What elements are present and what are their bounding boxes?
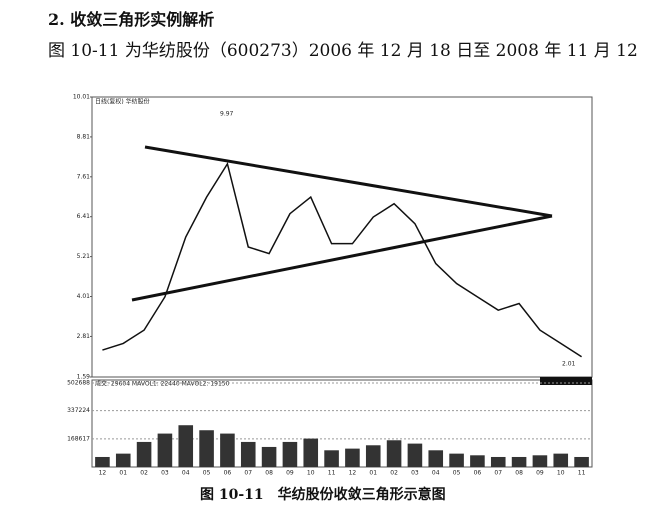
price-frame <box>91 96 593 378</box>
volume-bar <box>240 441 256 467</box>
annotation: 9.97 <box>220 111 234 118</box>
volume-text: 成交: 29604 MAVOL1: 22440 MAVOL2: 19150 <box>95 380 230 388</box>
x-tick-label: 11 <box>328 470 336 477</box>
x-tick-label: 10 <box>307 470 315 477</box>
volume-bar <box>136 441 152 467</box>
x-tick-label: 06 <box>224 470 232 477</box>
x-tick-label: 03 <box>411 470 419 477</box>
intro: 图 10-11 为华纺股份（600273）2006 年 12 月 18 日至 2… <box>48 41 638 61</box>
y-tick-label: 8.81 <box>77 133 91 140</box>
volume-frame <box>91 379 593 468</box>
heading: 2. 收敛三角形实例解析 <box>48 10 215 29</box>
volume-bar <box>490 456 506 467</box>
chart: 日线(复权) 华纺股份 成交: 29604 MAVOL1: 22440 MAVO… <box>67 94 593 477</box>
volume-tick-label: 168617 <box>67 435 90 442</box>
volume-bar <box>511 456 527 467</box>
x-tick-label: 08 <box>265 470 273 477</box>
x-tick-label: 06 <box>474 470 482 477</box>
y-tick-label: 2.81 <box>77 333 91 340</box>
volume-bar <box>220 433 235 467</box>
volume-tick-label: 337224 <box>67 407 90 414</box>
volume-bar <box>428 450 444 467</box>
x-tick-label: 12 <box>349 470 357 477</box>
x-tick-label: 02 <box>390 470 398 477</box>
volume-bar <box>345 448 360 467</box>
volume-bar <box>470 455 485 467</box>
x-tick-label: 03 <box>161 470 169 477</box>
y-tick-label: 7.61 <box>77 173 91 180</box>
volume-bar <box>157 433 173 467</box>
scrollbar <box>540 377 592 385</box>
price-line <box>102 161 582 358</box>
volume-bar <box>95 456 110 467</box>
x-tick-label: 05 <box>453 470 461 477</box>
x-tick-label: 12 <box>99 470 107 477</box>
volume-bar <box>574 456 589 467</box>
x-tick-label: 04 <box>432 470 440 477</box>
legend-text: 日线(复权) 华纺股份 <box>95 98 150 106</box>
x-tick-label: 01 <box>119 470 127 477</box>
volume-bar <box>553 453 569 467</box>
y-tick-label: 6.41 <box>77 213 91 220</box>
volume-tick-label: 502688 <box>67 380 90 387</box>
y-tick-label: 10.01 <box>73 94 90 101</box>
volume-bar <box>115 453 131 467</box>
volume-bar <box>282 441 298 467</box>
y-tick-label: 5.21 <box>77 253 91 260</box>
trend-line <box>144 145 553 218</box>
annotation: 2.01 <box>562 361 576 368</box>
x-tick-label: 10 <box>557 470 565 477</box>
volume-bar <box>178 425 194 467</box>
caption: 图 10-11 华纺股份收敛三角形示意图 <box>200 487 446 503</box>
volume-bar <box>407 443 423 467</box>
x-tick-label: 09 <box>286 470 294 477</box>
volume-bar <box>386 440 402 467</box>
volume-bar <box>324 450 339 467</box>
volume-bar <box>532 455 548 467</box>
x-tick-label: 11 <box>578 470 586 477</box>
volume-bar <box>365 445 381 467</box>
trend-line <box>131 214 553 302</box>
x-tick-label: 08 <box>515 470 523 477</box>
x-tick-label: 02 <box>140 470 148 477</box>
y-tick-label: 1.59 <box>77 374 91 381</box>
x-tick-label: 01 <box>369 470 377 477</box>
x-tick-label: 07 <box>244 470 252 477</box>
volume-bar <box>449 453 464 467</box>
x-tick-label: 04 <box>182 470 190 477</box>
volume-bar <box>303 438 319 467</box>
x-tick-label: 05 <box>203 470 211 477</box>
y-tick-label: 4.01 <box>77 293 91 300</box>
volume-bar <box>261 446 277 467</box>
x-tick-label: 07 <box>494 470 502 477</box>
x-tick-label: 09 <box>536 470 544 477</box>
volume-bar <box>199 430 214 467</box>
